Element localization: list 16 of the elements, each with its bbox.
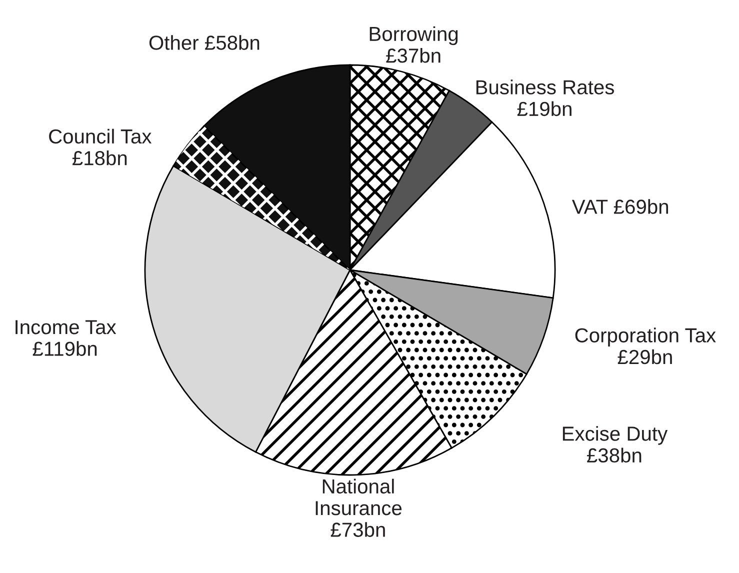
slice-label: Business Rates xyxy=(476,80,614,94)
slice-label: Corporation Tax xyxy=(575,328,716,346)
slice-label: Council Tax xyxy=(49,128,152,144)
data-label: £38bn xyxy=(587,448,642,463)
slice-label: VAT £69bn xyxy=(572,199,668,214)
slice-label: Other £58bn xyxy=(149,35,260,50)
data-label: £19bn xyxy=(517,101,572,116)
data-label: £37bn xyxy=(386,48,440,63)
slice-label: Income Tax xyxy=(16,320,116,334)
data-label: £119bn xyxy=(32,341,97,356)
data-label: £29bn xyxy=(618,349,672,364)
data-label: £18bn xyxy=(72,150,127,166)
data-label: £73bn xyxy=(330,522,385,537)
slice-label: Excise Duty xyxy=(562,426,668,445)
slice-label: Borrowing xyxy=(370,26,458,46)
slice-label: National Insurance xyxy=(316,478,402,516)
